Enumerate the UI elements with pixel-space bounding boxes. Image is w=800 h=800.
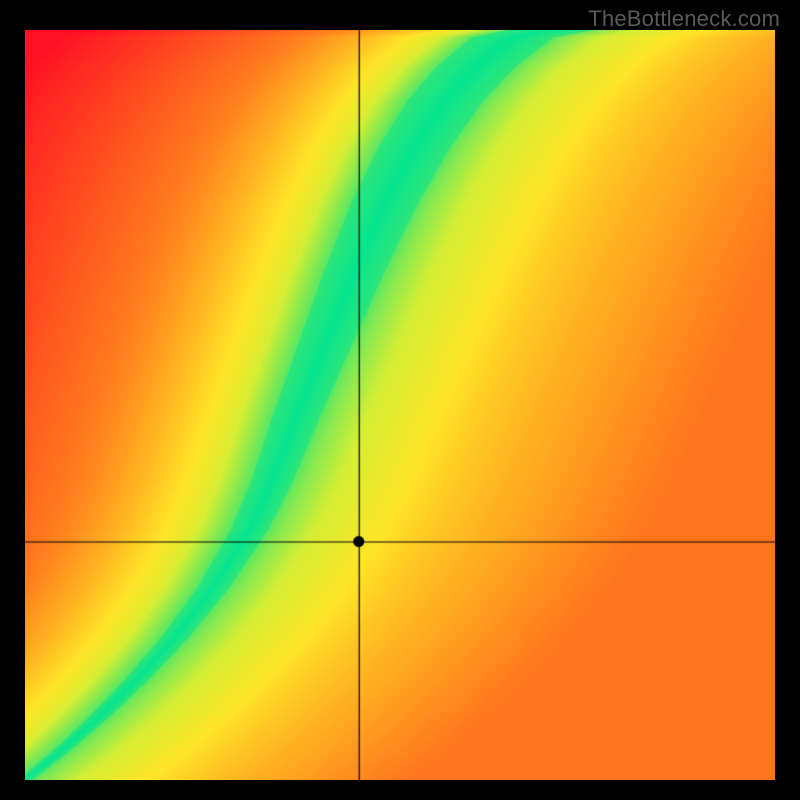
heatmap-canvas bbox=[25, 30, 775, 780]
watermark-label: TheBottleneck.com bbox=[588, 6, 780, 32]
heatmap-plot bbox=[25, 30, 775, 780]
chart-frame: TheBottleneck.com bbox=[0, 0, 800, 800]
